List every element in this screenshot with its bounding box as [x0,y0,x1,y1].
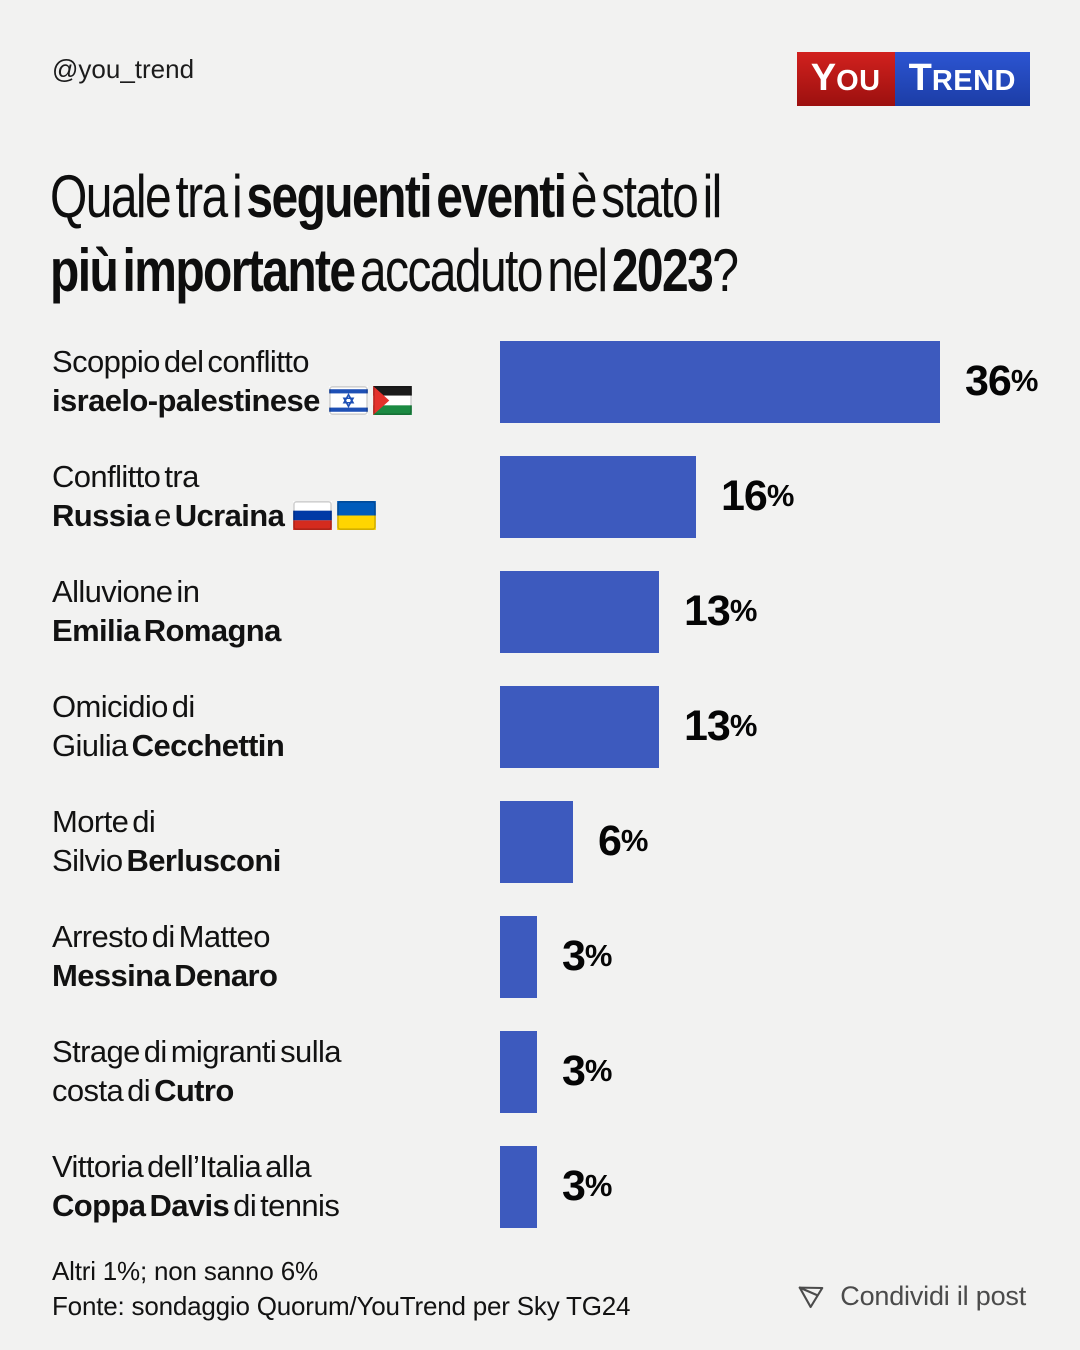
category-label-line: Omicidio di [52,689,195,725]
bar [500,915,537,998]
category-label-line: Coppa Davis di tennis [52,1187,340,1223]
category-label-line: Morte di [52,804,156,840]
category-label-line: costa di Cutro [52,1072,234,1108]
bar-track: 16% [500,455,1044,538]
category-label: Strage di migranti sulla costa di Cutro [52,1033,500,1110]
share-button[interactable]: Condividi il post [796,1281,1026,1312]
category-label-line: israelo-palestinese [52,382,500,420]
title-line: Quale tra i seguenti eventi è stato il [50,163,722,230]
bar [500,455,696,538]
bar-track: 6% [500,800,1044,883]
category-label-line: Silvio Berlusconi [52,842,281,878]
category-label: Morte di Silvio Berlusconi [52,803,500,880]
bar-value-label: 6% [598,817,648,865]
footer-notes: Altri 1%; non sanno 6% Fonte: sondaggio … [52,1254,630,1324]
bar-value-label: 13% [684,702,757,750]
bar [500,570,659,653]
bar-track: 36% [500,340,1044,423]
flag-russia-icon [293,500,333,530]
category-label-line: Vittoria dell’Italia alla [52,1149,312,1185]
chart-row: Conflitto tra Russia e Ucraina 16% [52,439,1044,554]
category-label: Arresto di Matteo Messina Denaro [52,918,500,995]
flag-ukraine-icon [337,500,377,530]
bar [500,800,573,883]
bar [500,685,659,768]
chart-row: Vittoria dell’Italia alla Coppa Davis di … [52,1129,1044,1244]
title-line: più importante accaduto nel 2023? [50,237,739,305]
share-label: Condividi il post [840,1281,1026,1311]
bar-track: 13% [500,570,1044,653]
bar-value-label: 3% [562,1162,612,1210]
category-label-line: Emilia Romagna [52,612,281,648]
bar [500,1030,537,1113]
account-handle: @you_trend [52,54,195,84]
category-label: Alluvione in Emilia Romagna [52,573,500,650]
page-title: Quale tra i seguenti eventi è stato il pi… [50,160,1026,309]
category-label-line: Russia e Ucraina [52,497,500,535]
bar-track: 3% [500,1145,1044,1228]
footer-source: Fonte: sondaggio Quorum/YouTrend per Sky… [52,1291,631,1322]
bar-value-label: 3% [562,932,612,980]
bar-track: 13% [500,685,1044,768]
category-label: Vittoria dell’Italia alla Coppa Davis di … [52,1148,500,1225]
bar-value-label: 13% [684,587,757,635]
share-plane-icon [796,1282,826,1312]
chart-row: Scoppio del conflitto israelo-palestinese… [52,324,1044,439]
chart-row: Arresto di Matteo Messina Denaro 3% [52,899,1044,1014]
youtrend-logo: Y OU T REND [796,52,1030,106]
bar [500,1145,537,1228]
bar-value-label: 3% [562,1047,612,1095]
chart-row: Strage di migranti sulla costa di Cutro 3% [52,1014,1044,1129]
category-label-line: Strage di migranti sulla [52,1034,342,1070]
footer-note-others: Altri 1%; non sanno 6% [52,1256,318,1287]
flag-israel-icon [328,385,368,415]
chart-row: Alluvione in Emilia Romagna 13% [52,554,1044,669]
flag-palestine-icon [372,385,412,415]
category-label: Conflitto tra Russia e Ucraina [52,458,500,535]
category-label-line: Scoppio del conflitto [52,344,309,380]
bar-track: 3% [500,915,1044,998]
bar-track: 3% [500,1030,1044,1113]
bar [500,340,940,423]
category-label: Scoppio del conflitto israelo-palestinese [52,343,500,420]
logo-trend: T REND [894,52,1030,106]
category-label-line: Conflitto tra [52,459,199,495]
logo-you: Y OU [796,52,895,106]
category-label-line: Alluvione in [52,574,200,610]
bar-chart: Scoppio del conflitto israelo-palestinese… [52,324,1044,1244]
category-label-line: Arresto di Matteo [52,919,270,955]
bar-value-label: 36% [965,357,1038,405]
category-label: Omicidio di Giulia Cecchettin [52,688,500,765]
chart-row: Morte di Silvio Berlusconi 6% [52,784,1044,899]
bar-value-label: 16% [721,472,794,520]
category-label-line: Messina Denaro [52,957,278,993]
category-label-line: Giulia Cecchettin [52,727,285,763]
chart-row: Omicidio di Giulia Cecchettin 13% [52,669,1044,784]
